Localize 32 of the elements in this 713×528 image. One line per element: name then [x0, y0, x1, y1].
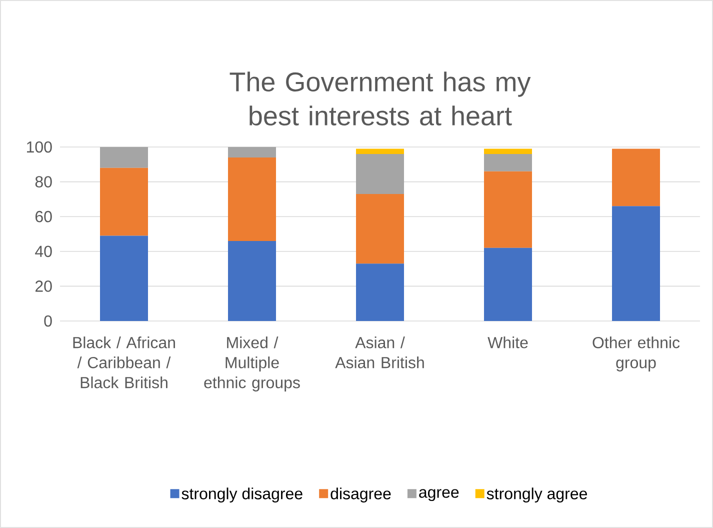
- y-tick-label: 100: [27, 141, 52, 153]
- x-tick-label: White: [488, 336, 528, 348]
- y-tick-label: 80: [35, 176, 52, 188]
- bar: [356, 154, 404, 194]
- bar: [484, 148, 532, 154]
- legend-label: strongly agree: [486, 488, 588, 503]
- bar: [100, 236, 148, 321]
- bar: [356, 194, 404, 264]
- bar: [484, 248, 532, 321]
- bar: [484, 154, 532, 172]
- bar: [356, 264, 404, 321]
- bar: [100, 168, 148, 236]
- y-tick-label: 40: [35, 246, 52, 258]
- y-tick-label: 20: [35, 280, 52, 292]
- chart-title: The Government has my best interests at heart: [230, 72, 531, 126]
- x-tick-label: Mixed / Multiple ethnic groups: [204, 336, 300, 392]
- y-tick-label: 0: [44, 315, 52, 327]
- legend-label: strongly disagree: [182, 488, 302, 503]
- bar: [484, 171, 532, 248]
- bar: [228, 147, 276, 158]
- bar: [612, 206, 660, 321]
- x-tick-label: Black / African / Caribbean / Black British: [73, 336, 175, 388]
- bar: [612, 148, 660, 206]
- y-tick-label: 60: [35, 210, 52, 222]
- bar: [228, 240, 276, 321]
- bar: [100, 147, 148, 168]
- x-tick-label: Asian / Asian British: [335, 336, 424, 368]
- x-tick-label: Other ethnic group: [592, 336, 680, 372]
- legend-label: disagree: [330, 488, 391, 503]
- legend-label: agree: [419, 489, 459, 502]
- bar: [228, 157, 276, 241]
- bar: [356, 148, 404, 154]
